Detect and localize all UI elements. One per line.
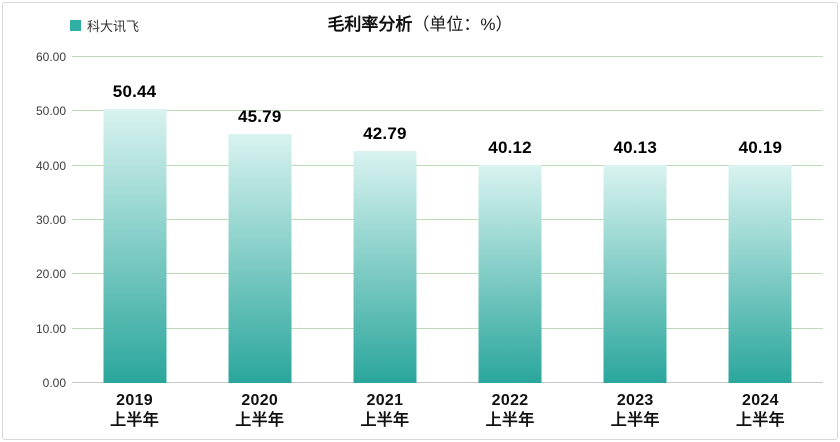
value-label-2021: 42.79	[363, 123, 407, 143]
x-axis: 2019 上半年 2020 上半年 2021 上半年 2022 上半年 2023 上半年 2024 上…	[72, 391, 823, 437]
bar-slot-2020: 45.79	[197, 57, 322, 383]
bar-slot-2022: 40.12	[448, 57, 573, 383]
bar-slot-2019: 50.44	[72, 57, 197, 383]
x-category-line: 2019	[116, 392, 153, 409]
chart-title-main: 毛利率分析	[327, 15, 413, 34]
x-category-line: 上半年	[110, 412, 160, 429]
gridline-60	[72, 56, 823, 57]
plot-area: 50.44 45.79 42.79 40.12 40.13 40.19	[72, 56, 823, 383]
x-category-line: 2021	[366, 392, 404, 409]
gridline-10	[72, 327, 823, 329]
legend-label: 科大讯飞	[87, 19, 140, 34]
x-category-label-2020: 2020 上半年	[197, 391, 322, 437]
value-label-2024: 40.19	[738, 137, 783, 157]
x-category-line: 2020	[241, 392, 279, 409]
y-tick-label-10: 10.00	[35, 321, 66, 336]
x-category-line: 上半年	[235, 412, 285, 429]
value-label-2022: 40.12	[488, 138, 532, 158]
x-category-line: 2024	[742, 392, 779, 409]
bar-slot-2021: 42.79	[322, 57, 447, 383]
bar-2020	[228, 134, 292, 383]
x-category-label-2024: 2024 上半年	[698, 391, 823, 437]
y-tick-label-60: 60.00	[35, 50, 66, 64]
legend-swatch-icon	[70, 20, 81, 31]
y-axis: 0.00 10.00 20.00 30.00 40.00 50.00 60.00	[0, 50, 66, 390]
x-category-label-2019: 2019 上半年	[72, 391, 197, 437]
chart-title-unit: （单位：%）	[412, 15, 513, 34]
x-category-line: 上半年	[360, 412, 410, 429]
y-tick-label-40: 40.00	[35, 158, 66, 173]
value-label-2020: 45.79	[237, 107, 282, 127]
gridline-30	[72, 219, 823, 220]
gridline-40	[72, 164, 823, 166]
chart-title: 毛利率分析（单位：%）	[0, 10, 840, 35]
bar-2021	[353, 150, 417, 383]
y-tick-label-20: 20.00	[35, 267, 66, 282]
axis-baseline	[72, 382, 823, 383]
x-category-line: 上半年	[485, 412, 535, 429]
bar-2023	[603, 164, 667, 383]
x-category-label-2023: 2023 上半年	[573, 391, 698, 437]
value-label-2023: 40.13	[613, 137, 657, 157]
x-category-line: 上半年	[610, 412, 660, 429]
x-category-label-2021: 2021 上半年	[322, 391, 447, 437]
y-tick-label-0: 0.00	[42, 376, 66, 390]
y-tick-label-30: 30.00	[35, 213, 66, 227]
bar-2019	[103, 108, 167, 383]
gridline-50	[72, 110, 823, 112]
value-label-2019: 50.44	[112, 81, 157, 101]
x-category-label-2022: 2022 上半年	[448, 391, 573, 437]
legend: 科大讯飞	[70, 16, 139, 35]
gridline-20	[72, 273, 823, 275]
x-category-line: 上半年	[735, 412, 785, 429]
x-category-line: 2022	[491, 392, 529, 409]
y-tick-label-50: 50.00	[35, 104, 66, 119]
bar-slot-2024: 40.19	[698, 57, 823, 383]
bar-2022	[478, 165, 542, 383]
bar-slot-2023: 40.13	[573, 57, 698, 383]
x-category-line: 2023	[616, 392, 654, 409]
bar-2024	[728, 164, 792, 383]
